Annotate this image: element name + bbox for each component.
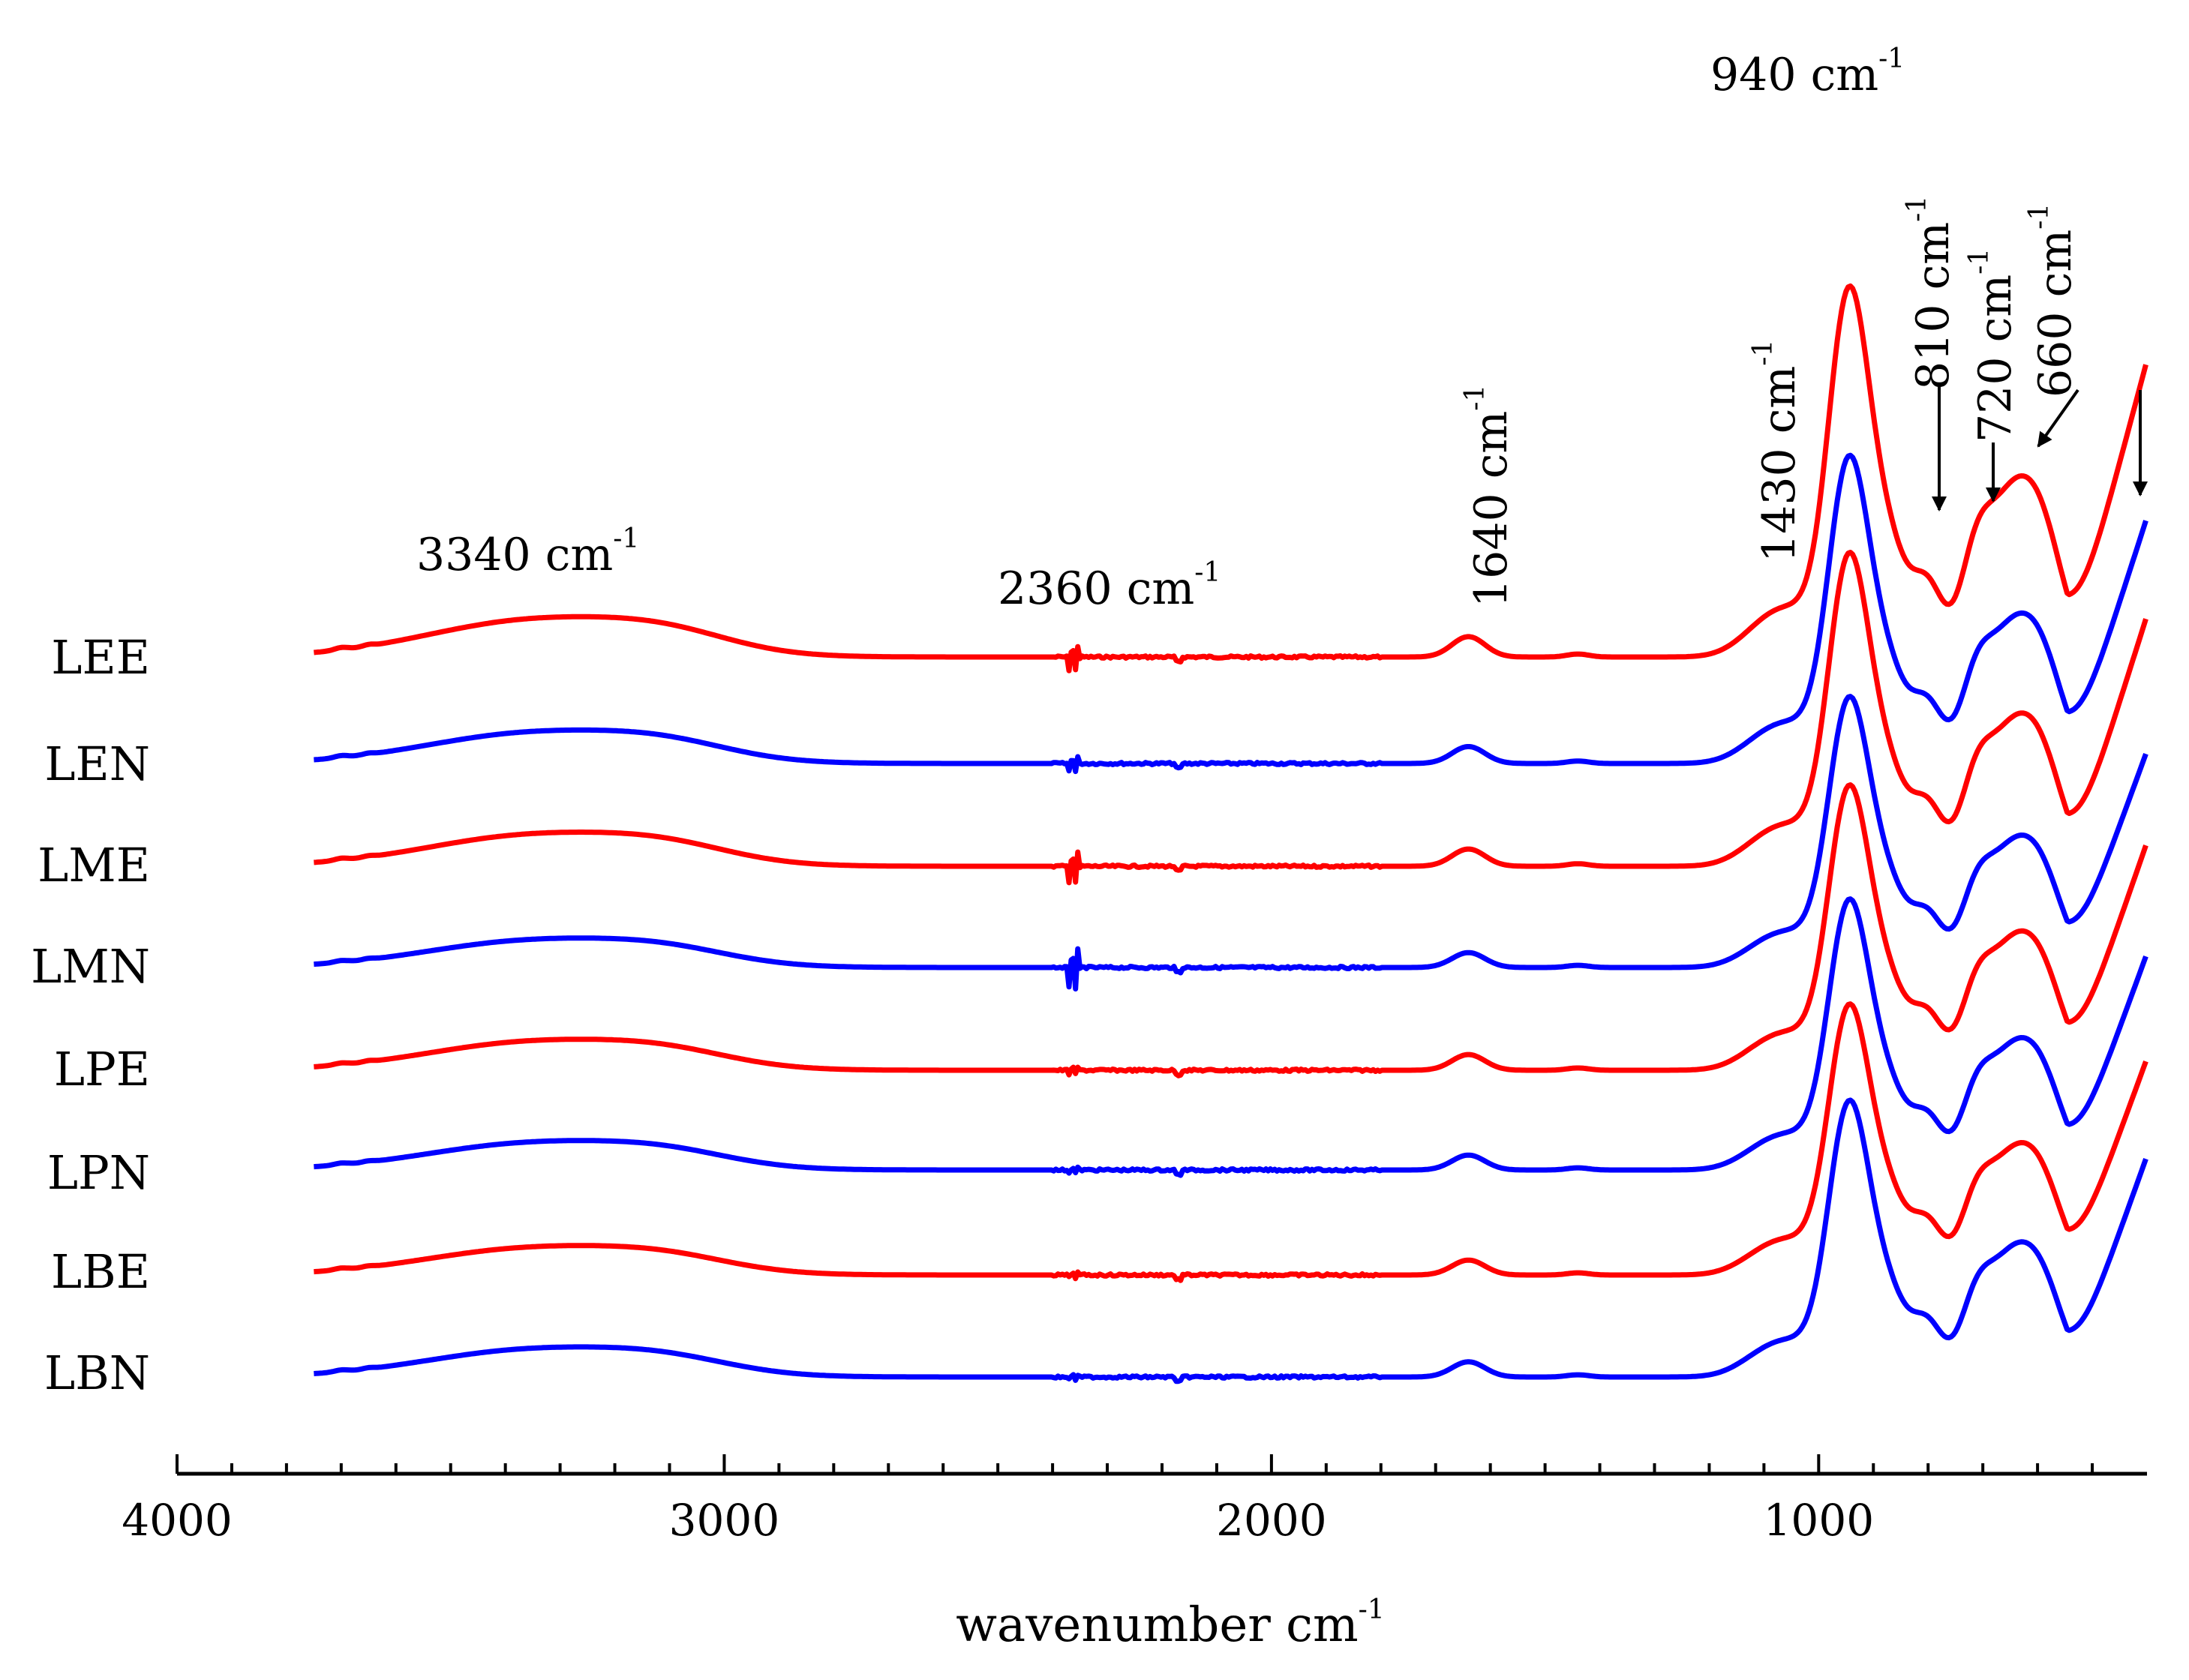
- spectra-series: [313, 283, 2148, 1384]
- x-axis-title: wavenumber cm-1: [956, 1594, 1384, 1653]
- series-line-lmn: [313, 694, 2148, 992]
- series-label-lpn: LPN: [47, 1145, 150, 1200]
- series-line-lpe: [313, 782, 2148, 1078]
- series-label-lpe: LPE: [54, 1042, 150, 1096]
- series-label-lme: LME: [38, 838, 150, 892]
- series-label-len: LEN: [44, 736, 150, 791]
- peak-annotation-940: 940 cm-1: [1710, 44, 1905, 101]
- series-line-lpn: [313, 896, 2148, 1178]
- x-tick-label: 4000: [122, 1495, 233, 1546]
- series-label-lmn: LMN: [31, 939, 150, 994]
- peak-annotations: 3340 cm-1 2360 cm-1 1640 cm-1 1430 cm-1 940 …: [416, 44, 2148, 615]
- peak-annotation-1430: 1430 cm-1: [1748, 340, 1806, 562]
- annotation-arrow-660: [2037, 388, 2079, 448]
- peak-annotation-660: 660 cm-1: [2024, 203, 2082, 398]
- series-line-lbe: [313, 1001, 2148, 1283]
- series-label-lee: LEE: [51, 630, 150, 685]
- series-line-len: [313, 452, 2148, 775]
- series-label-lbe: LBE: [51, 1244, 150, 1299]
- series-line-lee: [313, 283, 2148, 674]
- peak-annotation-3340: 3340 cm-1: [416, 524, 639, 581]
- x-tick-label: 2000: [1216, 1495, 1327, 1546]
- series-label-lbn: LBN: [44, 1346, 150, 1400]
- x-tick-label: 3000: [669, 1495, 780, 1546]
- series-line-lbn: [313, 1097, 2148, 1384]
- series-line-lme: [313, 550, 2148, 886]
- peak-annotation-720: 720 cm-1: [1964, 248, 2022, 442]
- peak-annotation-2360: 2360 cm-1: [998, 557, 1221, 615]
- series-labels: LEE LEN LME LMN LPE LPN LBE LBN: [31, 630, 150, 1400]
- x-axis: 4000 3000 2000 1000 wavenumber cm-1: [122, 1454, 2147, 1653]
- peak-annotation-1640: 1640 cm-1: [1460, 385, 1518, 608]
- x-tick-label: 1000: [1764, 1495, 1875, 1546]
- peak-annotation-810: 810 cm-1: [1902, 196, 1959, 390]
